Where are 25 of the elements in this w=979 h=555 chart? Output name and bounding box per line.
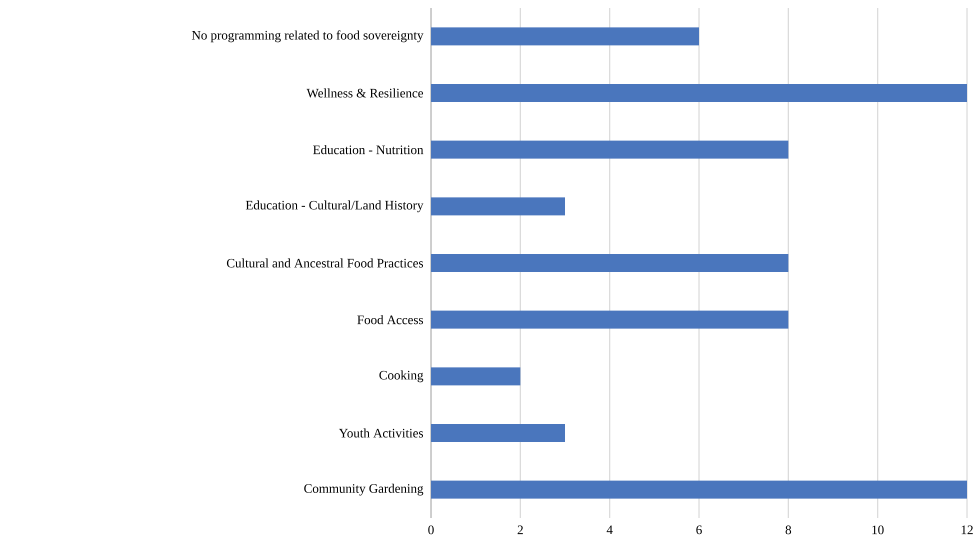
bar <box>431 254 788 272</box>
y-tick-label: Community Gardening <box>304 484 424 496</box>
y-tick-label: Wellness & Resilience <box>306 88 424 98</box>
y-tick-label: Cultural and Ancestral Food Practices <box>226 258 424 268</box>
bar <box>431 480 968 499</box>
y-tick-label: Education - Nutrition <box>313 145 424 154</box>
bar <box>431 424 566 442</box>
x-tick-label: 6 <box>696 526 702 534</box>
y-tick-label: Cooking <box>379 370 424 382</box>
bar <box>431 197 566 216</box>
bar <box>431 140 788 159</box>
x-tick-label: 10 <box>872 526 884 534</box>
bar <box>431 27 700 46</box>
x-tick-label: 8 <box>786 526 792 534</box>
bar <box>431 310 788 329</box>
y-tick-label: Education - Cultural/Land History <box>246 200 424 212</box>
y-tick-label: No programming related to food sovereignty <box>192 30 424 42</box>
x-tick-label: 2 <box>518 526 523 534</box>
bar <box>431 84 968 102</box>
x-tick-label: 4 <box>606 526 613 534</box>
y-tick-label: Food Access <box>357 315 424 324</box>
x-tick-label: 12 <box>962 526 973 534</box>
y-tick-label: Youth Activities <box>338 428 424 438</box>
x-tick-label: 0 <box>428 526 434 534</box>
bar <box>431 367 520 386</box>
